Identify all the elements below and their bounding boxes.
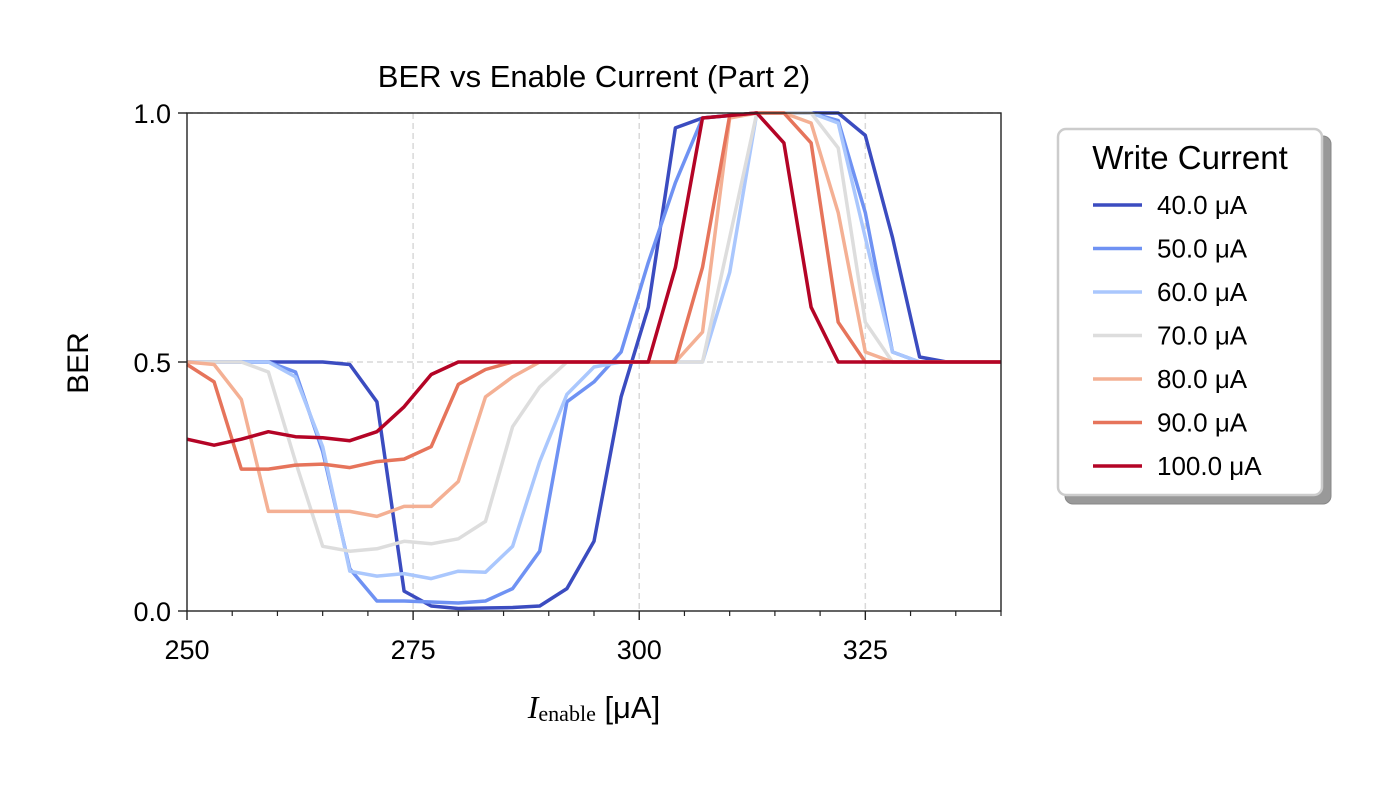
legend-label: 40.0 μA: [1157, 190, 1248, 220]
chart-title: BER vs Enable Current (Part 2): [378, 59, 810, 94]
series-line-0: [187, 111, 1001, 611]
x-axis-label-subscript: enable: [538, 701, 595, 726]
legend-label: 60.0 μA: [1157, 277, 1248, 307]
x-tick-label: 325: [843, 635, 888, 665]
legend-label: 70.0 μA: [1157, 321, 1248, 351]
x-tick-label: 300: [617, 635, 662, 665]
x-axis-label-symbol: I: [527, 689, 540, 725]
legend-label: 90.0 μA: [1157, 408, 1248, 438]
series-line-2: [187, 111, 1001, 581]
y-tick-label: 0.5: [133, 348, 171, 378]
y-axis-label: BER: [62, 332, 95, 394]
y-tick-label: 1.0: [133, 99, 171, 129]
axis-ticks: 250 275 300 325 0.0 0.5 1.0: [133, 99, 1002, 665]
legend-label: 100.0 μA: [1157, 451, 1262, 481]
legend: Write Current 40.0 μA 50.0 μA 60.0 μA 70.0 …: [1056, 127, 1332, 505]
legend-label: 50.0 μA: [1157, 234, 1248, 264]
x-tick-label: 275: [391, 635, 436, 665]
legend-box: [1056, 127, 1324, 497]
legend-items: 40.0 μA 50.0 μA 60.0 μA 70.0 μA 80.0 μA 90.0 …: [1093, 190, 1262, 481]
series-lines: [186, 111, 1001, 611]
x-axis-label: Ienable [μA]: [527, 689, 660, 726]
legend-label: 80.0 μA: [1157, 364, 1248, 394]
x-tick-label: 250: [164, 635, 209, 665]
x-axis-label-unit: [μA]: [596, 690, 660, 725]
y-tick-label: 0.0: [133, 597, 171, 627]
legend-title: Write Current: [1092, 139, 1288, 176]
series-line-6: [186, 111, 1001, 447]
